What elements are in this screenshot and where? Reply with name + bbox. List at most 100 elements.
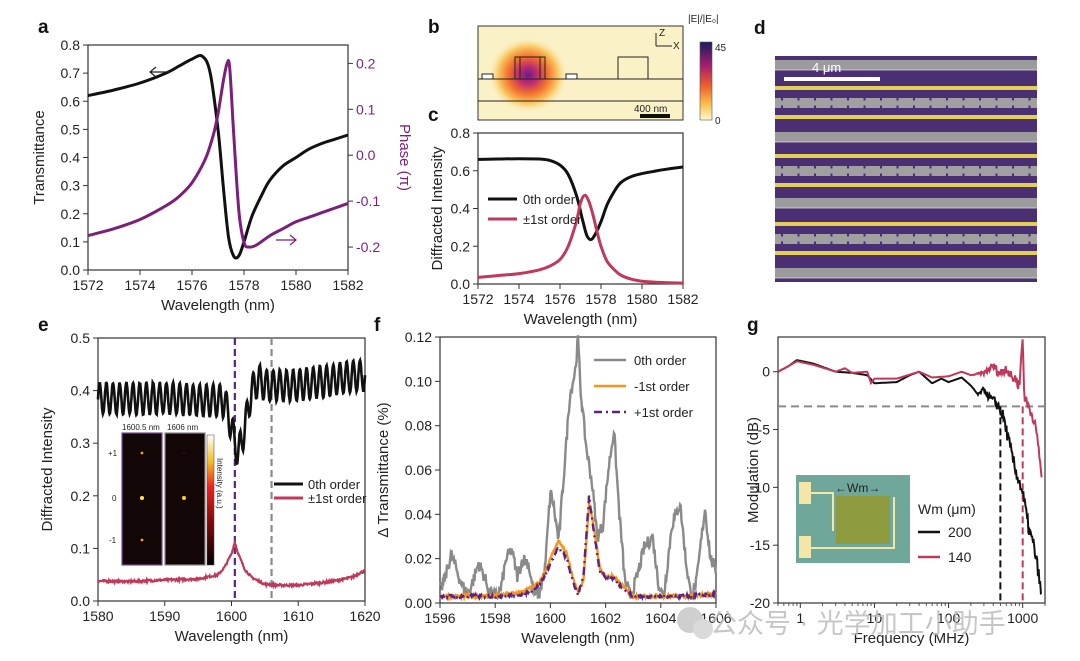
y-tick-label: -15 bbox=[750, 537, 770, 553]
grating-notch bbox=[830, 173, 833, 176]
inset-label-1600-5: 1600.5 nm bbox=[122, 423, 160, 432]
x-tick-label: 1580 bbox=[82, 608, 113, 624]
x-tick-label: 1580 bbox=[280, 277, 311, 293]
x-tick-label: 1580 bbox=[626, 291, 657, 307]
y-tick-label: 0.12 bbox=[405, 329, 432, 345]
watermark-text: 公众号 · 光学加工小助手 bbox=[710, 609, 1006, 640]
y-tick-label: 0.2 bbox=[61, 206, 81, 222]
y-tick-label: 0.2 bbox=[451, 238, 471, 254]
y2-tick-label: 0.0 bbox=[356, 147, 376, 163]
scale-bar-d bbox=[784, 77, 880, 81]
grating-notch bbox=[962, 105, 965, 108]
x-axis-label: Wavelength (nm) bbox=[524, 311, 638, 328]
grating-notch bbox=[847, 234, 849, 237]
x-tick-label: 10 bbox=[867, 610, 883, 626]
y-axis-label: Transmittance bbox=[31, 110, 48, 204]
grating-notch bbox=[896, 241, 899, 244]
plot-frame bbox=[87, 44, 349, 271]
modulator-area bbox=[836, 496, 890, 544]
grating-notch bbox=[1028, 173, 1031, 176]
y-tick-label: 0.00 bbox=[405, 595, 432, 611]
order-plus-label: +1 bbox=[108, 449, 118, 458]
panel-g-inset-device: ←Wm→ bbox=[796, 475, 910, 563]
y-axis-label: Diffracted Intensity bbox=[39, 407, 56, 531]
grating-notch bbox=[896, 173, 899, 176]
grating-stripe bbox=[775, 98, 1037, 108]
grating-notch bbox=[896, 166, 899, 169]
y2-tick-label: 0.2 bbox=[356, 55, 376, 71]
grating-notch bbox=[1012, 105, 1014, 108]
grating-notch bbox=[781, 105, 783, 108]
grating-notch bbox=[913, 234, 915, 237]
grating-notch bbox=[979, 173, 981, 176]
contact-pad bbox=[799, 536, 811, 558]
grating-notch bbox=[962, 173, 965, 176]
x-axis-label: Frequency (MHz) bbox=[854, 630, 970, 647]
x-tick-label: 1574 bbox=[503, 291, 534, 307]
grating-notch bbox=[863, 173, 866, 176]
x-tick-label: 100 bbox=[937, 610, 961, 626]
y-tick-label: 0.2 bbox=[71, 488, 91, 504]
electrode-stripe bbox=[775, 222, 1037, 226]
grating-notch bbox=[929, 166, 932, 169]
y-tick-label: 0.10 bbox=[405, 373, 432, 389]
grating-notch bbox=[797, 105, 800, 108]
legend-label: +1st order bbox=[634, 405, 694, 420]
grating-notch bbox=[797, 173, 800, 176]
y-tick-label: 0.8 bbox=[451, 125, 471, 141]
y-tick-label: -10 bbox=[750, 479, 770, 495]
grating-notch bbox=[863, 105, 866, 108]
legend-label: 140 bbox=[948, 549, 972, 565]
grating-notch bbox=[946, 241, 948, 244]
grating-notch bbox=[946, 173, 948, 176]
grating-notch bbox=[847, 98, 849, 101]
grating-notch bbox=[814, 241, 816, 244]
x-axis-label: Wavelength (nm) bbox=[175, 628, 289, 645]
x-tick-label: 1578 bbox=[228, 277, 259, 293]
electrode-stripe bbox=[775, 154, 1037, 158]
chart-a: 1572 1574 1576 1578 1580 1582 0.0 0.1 0.2 0.3 0.4 0… bbox=[31, 37, 413, 314]
series-line-transmittance bbox=[87, 54, 349, 260]
x-tick-label: 1576 bbox=[544, 291, 575, 307]
grating-notch bbox=[781, 234, 783, 237]
grating-notch bbox=[995, 105, 998, 108]
y2-tick-label: -0.1 bbox=[356, 193, 380, 209]
grating-notch bbox=[995, 98, 998, 101]
grating-notch bbox=[880, 166, 882, 169]
x-tick-label: 1576 bbox=[176, 277, 207, 293]
waveguide-stripe bbox=[775, 60, 1037, 70]
grating-notch bbox=[1012, 173, 1014, 176]
axis-x-label: X bbox=[673, 41, 680, 52]
grating-notch bbox=[962, 98, 965, 101]
colorbar-b-max: 45 bbox=[715, 43, 727, 54]
inset-label-1606: 1606 nm bbox=[167, 423, 198, 432]
grating-stripe bbox=[775, 234, 1037, 244]
grating-notch bbox=[1028, 234, 1031, 237]
plot-frame bbox=[777, 336, 1046, 604]
x-tick-label: 1604 bbox=[645, 610, 676, 626]
spot bbox=[140, 538, 144, 542]
grating-notch bbox=[797, 241, 800, 244]
series-line-wm-140 bbox=[777, 339, 1043, 478]
grating-notch bbox=[830, 105, 833, 108]
x-tick-label: 1582 bbox=[332, 277, 363, 293]
grating-notch bbox=[979, 98, 981, 101]
grating-notch bbox=[913, 241, 915, 244]
x-tick-label: 1598 bbox=[480, 610, 511, 626]
y-tick-label: 0.3 bbox=[61, 178, 81, 194]
x-tick-label: 1582 bbox=[667, 291, 698, 307]
grating-notch bbox=[913, 166, 915, 169]
x-axis-label: Wavelength (nm) bbox=[521, 630, 635, 647]
y-tick-label: 0.06 bbox=[405, 462, 432, 478]
y-axis-label: Diffracted Intensity bbox=[429, 146, 446, 270]
grating-notch bbox=[913, 98, 915, 101]
y-tick-label: 0.5 bbox=[61, 121, 81, 137]
y-tick-label: 0.4 bbox=[451, 201, 471, 217]
grating-notch bbox=[896, 105, 899, 108]
x-tick-label: 1596 bbox=[424, 610, 455, 626]
grating-notch bbox=[880, 234, 882, 237]
axis-z-label: Z bbox=[659, 28, 665, 39]
y-tick-label: 0.6 bbox=[61, 93, 81, 109]
waveguide-stripe bbox=[775, 132, 1037, 142]
grating-notch bbox=[781, 173, 783, 176]
